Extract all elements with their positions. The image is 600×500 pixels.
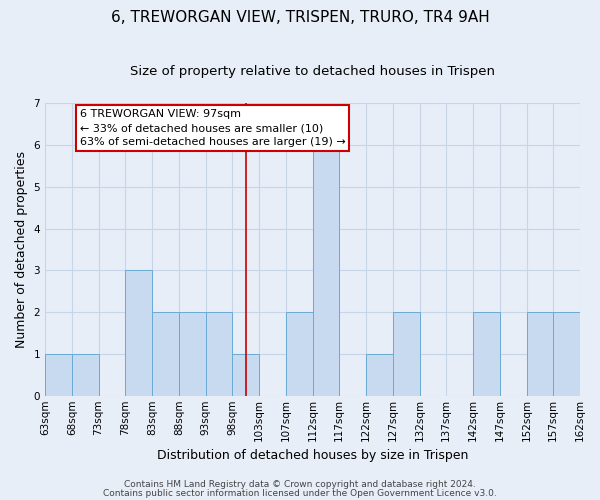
Bar xyxy=(206,312,232,396)
Bar xyxy=(45,354,72,397)
Bar xyxy=(125,270,152,396)
Text: 6, TREWORGAN VIEW, TRISPEN, TRURO, TR4 9AH: 6, TREWORGAN VIEW, TRISPEN, TRURO, TR4 9… xyxy=(110,10,490,25)
Bar xyxy=(366,354,393,397)
Bar xyxy=(527,312,553,396)
Text: Contains public sector information licensed under the Open Government Licence v3: Contains public sector information licen… xyxy=(103,488,497,498)
Bar xyxy=(313,144,339,396)
Bar xyxy=(286,312,313,396)
Bar xyxy=(393,312,419,396)
Text: Contains HM Land Registry data © Crown copyright and database right 2024.: Contains HM Land Registry data © Crown c… xyxy=(124,480,476,489)
Y-axis label: Number of detached properties: Number of detached properties xyxy=(15,151,28,348)
Bar xyxy=(553,312,580,396)
Title: Size of property relative to detached houses in Trispen: Size of property relative to detached ho… xyxy=(130,65,495,78)
Bar xyxy=(473,312,500,396)
X-axis label: Distribution of detached houses by size in Trispen: Distribution of detached houses by size … xyxy=(157,450,468,462)
Bar xyxy=(72,354,98,397)
Text: 6 TREWORGAN VIEW: 97sqm
← 33% of detached houses are smaller (10)
63% of semi-de: 6 TREWORGAN VIEW: 97sqm ← 33% of detache… xyxy=(80,109,346,147)
Bar xyxy=(152,312,179,396)
Bar xyxy=(232,354,259,397)
Bar xyxy=(179,312,206,396)
